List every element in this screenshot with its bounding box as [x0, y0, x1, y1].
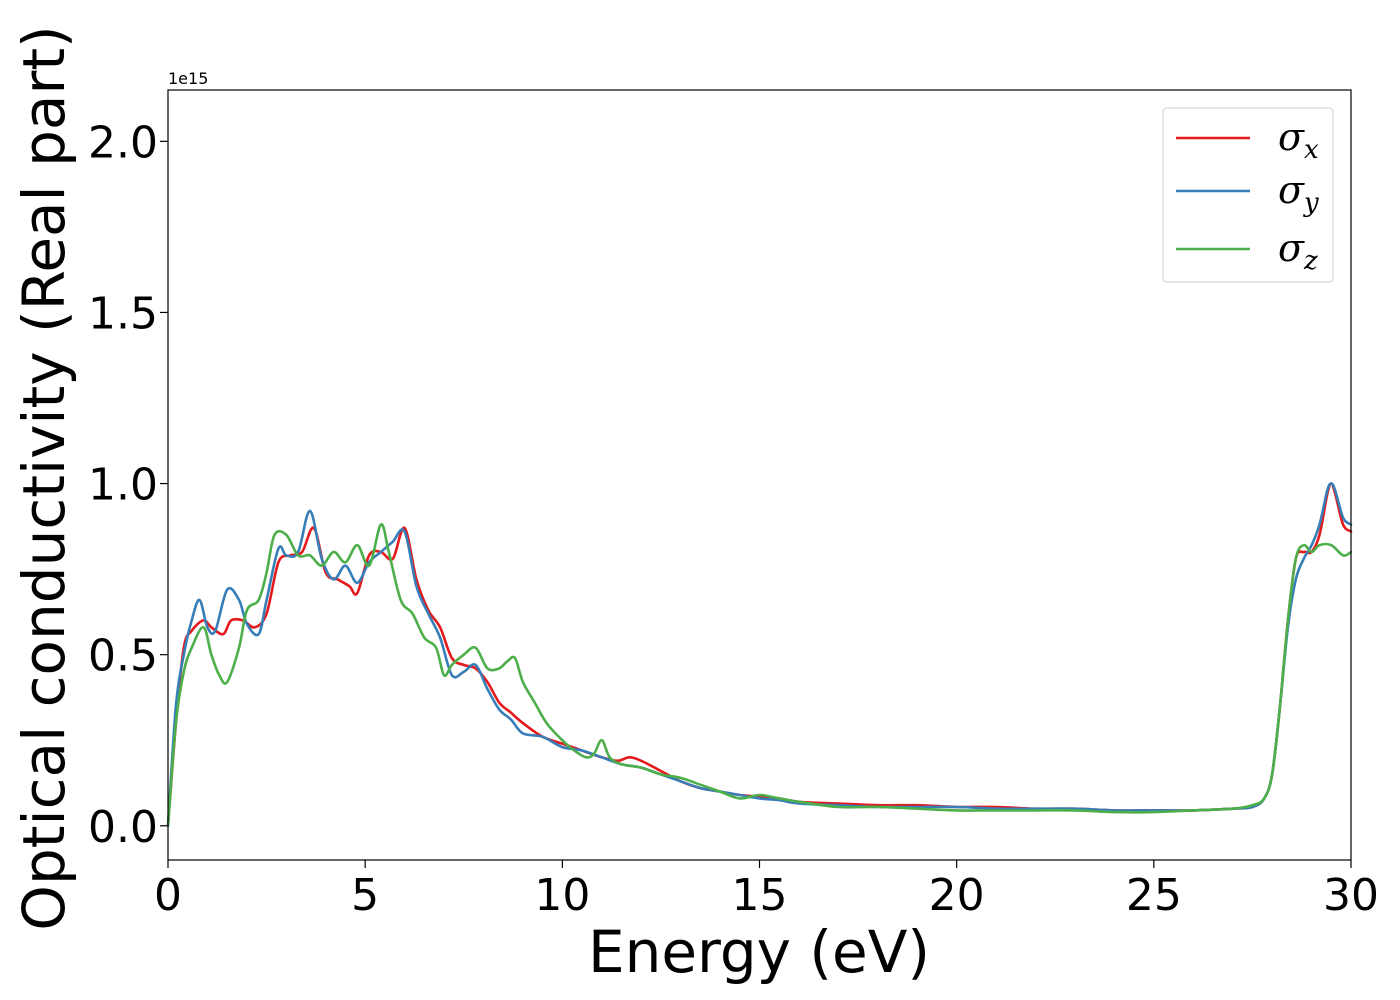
- y-axis: 0.0 0.5 1.0 1.5 2.0: [88, 117, 168, 853]
- x-tick-label: 5: [351, 870, 379, 921]
- series-line-z: [166, 523, 1353, 828]
- y-tick-label: 0.0: [88, 802, 158, 853]
- legend-label-y: σy: [1278, 168, 1319, 218]
- x-axis-title: Energy (eV): [588, 918, 930, 986]
- series-layer: [166, 482, 1353, 828]
- y-tick-label: 0.5: [88, 631, 158, 682]
- legend-symbol: σ: [1278, 115, 1305, 159]
- y-tick-label: 2.0: [88, 117, 158, 168]
- y-axis-title: Optical conductivity (Real part): [10, 25, 78, 930]
- legend-subscript: y: [1303, 188, 1319, 218]
- legend-symbol: σ: [1278, 226, 1305, 270]
- x-tick-label: 20: [929, 870, 985, 921]
- legend-box: [1162, 107, 1334, 283]
- legend-label-z: σz: [1278, 226, 1318, 276]
- y-tick-label: 1.5: [88, 288, 158, 339]
- legend-subscript: x: [1304, 135, 1319, 165]
- y-offset-label: 1e15: [168, 69, 208, 88]
- x-tick-label: 25: [1126, 870, 1182, 921]
- x-tick-label: 30: [1323, 870, 1379, 921]
- legend-symbol: σ: [1278, 168, 1305, 212]
- x-tick-label: 10: [534, 870, 590, 921]
- y-tick-label: 1.0: [88, 460, 158, 511]
- legend-label-x: σx: [1278, 115, 1319, 165]
- x-tick-label: 15: [732, 870, 788, 921]
- x-axis: 0 5 10 15 20 25 30: [154, 860, 1379, 921]
- x-tick-label: 0: [154, 870, 182, 921]
- legend-subscript: z: [1303, 246, 1318, 276]
